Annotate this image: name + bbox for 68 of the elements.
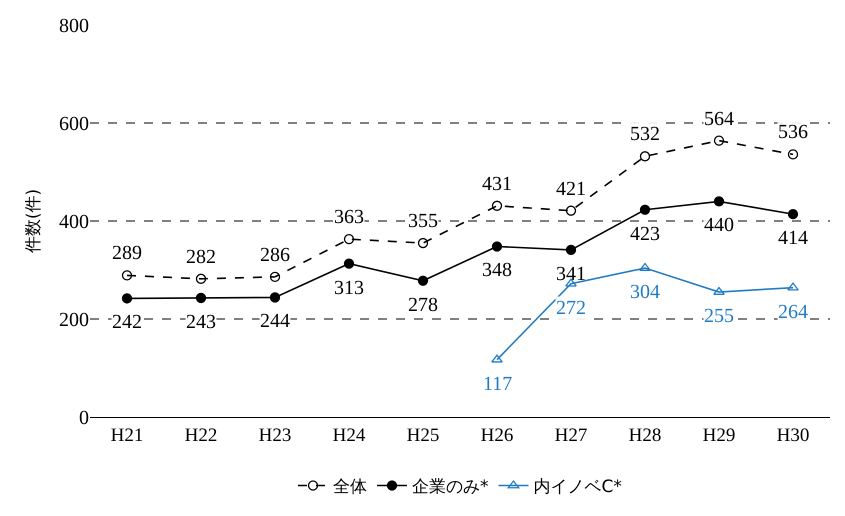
y-tick-label: 0 bbox=[79, 407, 89, 429]
point bbox=[788, 149, 798, 160]
point bbox=[492, 200, 502, 211]
point bbox=[270, 272, 280, 282]
y-tick-label: 200 bbox=[59, 309, 89, 331]
data-label: 117 bbox=[483, 373, 512, 395]
point bbox=[640, 204, 650, 215]
point bbox=[714, 135, 724, 146]
data-label: 414 bbox=[778, 227, 808, 249]
point bbox=[344, 234, 354, 244]
point bbox=[122, 293, 132, 304]
point bbox=[787, 282, 799, 291]
x-tick-label: H22 bbox=[184, 424, 218, 446]
data-label: 532 bbox=[630, 123, 660, 145]
point bbox=[418, 276, 428, 286]
point bbox=[788, 208, 798, 220]
data-label: 286 bbox=[260, 244, 290, 266]
y-tick-label: 600 bbox=[59, 113, 89, 135]
point bbox=[491, 354, 503, 363]
point bbox=[122, 270, 132, 281]
data-label: 536 bbox=[778, 121, 808, 143]
data-label: 564 bbox=[704, 108, 734, 130]
point bbox=[492, 241, 502, 252]
point bbox=[640, 151, 650, 162]
data-label: 242 bbox=[112, 311, 142, 333]
data-label: 255 bbox=[704, 305, 734, 327]
x-tick-label: H26 bbox=[480, 424, 514, 446]
legend-label: 全体 bbox=[333, 477, 367, 498]
y-tick-label: 400 bbox=[59, 211, 89, 233]
x-tick-label: H27 bbox=[554, 424, 588, 446]
data-label: 341 bbox=[556, 263, 586, 285]
data-label: 278 bbox=[408, 294, 438, 316]
data-label: 355 bbox=[408, 210, 438, 232]
data-label: 440 bbox=[704, 214, 734, 236]
point bbox=[196, 292, 206, 304]
point bbox=[418, 238, 428, 248]
x-tick-label: H23 bbox=[258, 424, 292, 446]
point bbox=[713, 286, 725, 295]
point bbox=[639, 262, 651, 271]
legend-label: 内イノベC* bbox=[534, 477, 622, 498]
y-tick-label: 800 bbox=[59, 15, 89, 37]
point bbox=[566, 206, 576, 216]
x-tick-label: H28 bbox=[628, 424, 662, 446]
y-axis-title: 件数(件) bbox=[24, 188, 44, 254]
x-tick-label: H25 bbox=[406, 424, 440, 446]
data-label: 243 bbox=[186, 311, 216, 333]
data-label: 244 bbox=[260, 310, 290, 332]
data-label: 313 bbox=[334, 277, 364, 299]
point bbox=[344, 258, 354, 269]
data-label: 363 bbox=[334, 206, 364, 228]
data-label: 348 bbox=[482, 259, 512, 281]
point bbox=[270, 292, 280, 303]
point bbox=[714, 196, 724, 207]
data-label: 423 bbox=[630, 223, 660, 245]
x-tick-label: H30 bbox=[776, 424, 810, 446]
legend-label: 企業のみ* bbox=[412, 477, 488, 498]
data-label: 421 bbox=[556, 178, 586, 200]
x-tick-label: H21 bbox=[110, 424, 144, 446]
data-label: 272 bbox=[556, 297, 586, 319]
x-tick-label: H24 bbox=[332, 424, 366, 446]
point bbox=[196, 274, 206, 284]
data-label: 282 bbox=[186, 246, 216, 268]
data-label: 304 bbox=[630, 281, 660, 303]
x-tick-label: H29 bbox=[702, 424, 736, 446]
point bbox=[566, 244, 576, 256]
data-label: 289 bbox=[112, 242, 142, 264]
data-label: 264 bbox=[778, 301, 808, 323]
data-label: 431 bbox=[482, 173, 512, 195]
